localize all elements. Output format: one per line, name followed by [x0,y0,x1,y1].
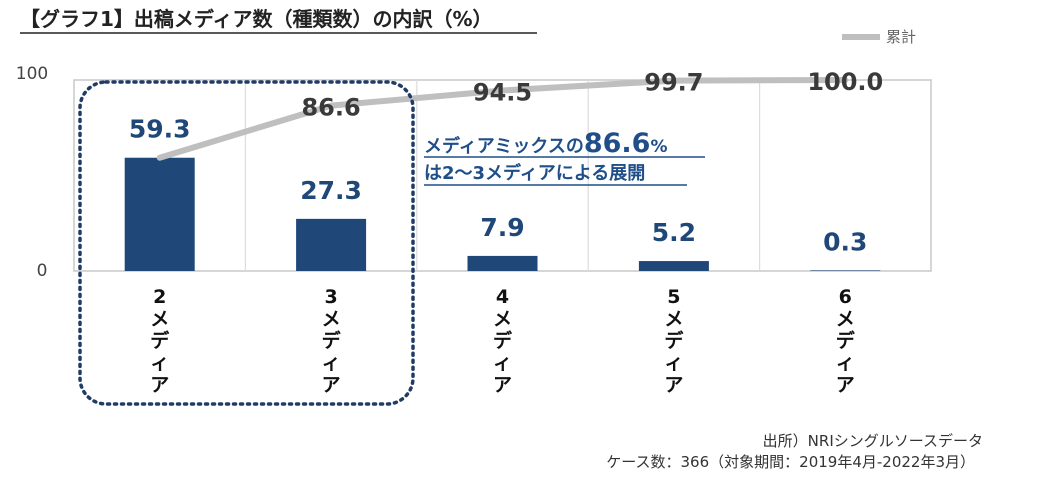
annotation-unit: % [650,137,667,157]
bar-value-labels: 59.3 27.3 7.9 5.2 0.3 [129,115,868,257]
cumulative-value-label-6: 100.0 [807,68,883,96]
bar-6-media [810,270,881,271]
bar-value-label-5: 5.2 [652,218,696,247]
category-label-5-media: 5 メディア [664,286,684,396]
annotation-line-2: は2〜3メディアによる展開 [424,162,645,184]
cumulative-line [156,77,849,161]
bar-2-media [124,157,195,271]
bar-3-media [296,218,367,271]
legend-label: 累計 [886,28,916,46]
category-label-2-media: 2 メディア [150,286,170,396]
y-tick-label-0: 0 [37,261,48,281]
bar-value-label-3: 27.3 [300,176,362,205]
annotation-pre: メディアミックスの [424,135,584,157]
category-separators [244,80,761,271]
bar-series [124,157,881,271]
cumulative-value-labels: 86.6 94.5 99.7 100.0 [301,68,883,122]
bar-value-label-2: 59.3 [129,115,191,144]
cumulative-line-series [156,77,849,161]
cumulative-value-label-5: 99.7 [644,69,703,97]
annotation-value: 86.6 [584,128,651,159]
cumulative-value-label-3: 86.6 [301,94,360,122]
bar-5-media [638,261,709,271]
category-label-6-media: 6 メディア [836,286,856,396]
chart-title: 【グラフ1】出稿メディア数（種類数）の内訳（%） [20,7,493,31]
highlight-dotted-box [78,80,415,406]
source-line-2: ケース数：366（対象期間：2019年4月-2022年3月） [606,453,975,471]
category-label-4-media: 4 メディア [493,286,513,396]
source-line-1: 出所）NRIシングルソースデータ [763,432,983,450]
y-tick-label-100: 100 [16,64,48,84]
cumulative-value-label-4: 94.5 [473,79,532,107]
category-labels: 2 メディア 3 メディア 4 メディア 5 メディア 6 メディア [150,286,856,396]
annotation-line-1: メディアミックスの86.6% [424,128,668,159]
bar-value-label-6: 0.3 [823,227,867,256]
bar-4-media [467,255,538,271]
bar-value-label-4: 7.9 [480,213,524,242]
category-label-3-media: 3 メディア [322,286,342,396]
